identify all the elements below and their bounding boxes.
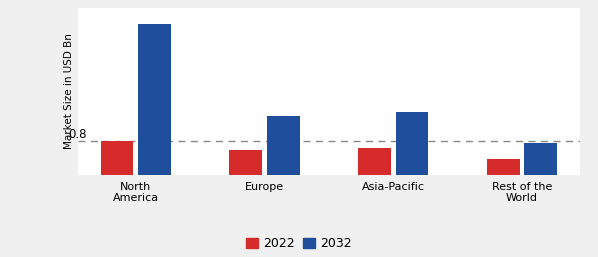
Text: 0.8: 0.8 <box>68 128 86 141</box>
Bar <box>487 159 520 175</box>
Bar <box>358 148 391 175</box>
Bar <box>396 112 428 175</box>
Bar <box>267 116 300 175</box>
Legend: 2022, 2032: 2022, 2032 <box>241 232 356 255</box>
Y-axis label: Market Size in USD Bn: Market Size in USD Bn <box>63 33 74 149</box>
Bar <box>100 141 133 175</box>
Bar <box>524 143 557 175</box>
Bar <box>138 24 171 175</box>
Bar <box>230 150 262 175</box>
